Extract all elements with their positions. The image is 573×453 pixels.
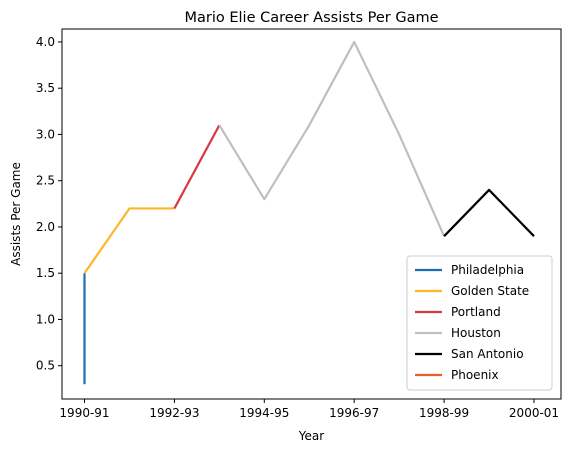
y-axis: 0.5 1.0 1.5 2.0 2.5 3.0 3.5 4.0 (36, 35, 62, 373)
series-lines (83, 40, 535, 385)
y-tick-label: 0.5 (36, 359, 55, 373)
legend-label: Houston (451, 326, 501, 340)
x-tick-label: 2000-01 (509, 406, 559, 420)
chart-title: Mario Elie Career Assists Per Game (184, 10, 438, 26)
legend: Philadelphia Golden State Portland Houston S… (406, 255, 553, 391)
x-axis-label: Year (298, 429, 324, 443)
y-tick-label: 2.5 (36, 174, 55, 188)
x-tick-label: 1990-91 (59, 406, 109, 420)
y-tick-label: 3.0 (36, 127, 55, 141)
x-axis: 1990-91 1992-93 1994-95 1996-97 1998-99 2000-… (59, 399, 559, 420)
y-axis-label: Assists Per Game (9, 162, 23, 266)
x-tick-label: 1998-99 (419, 406, 469, 420)
series-line-golden-state (83, 207, 175, 274)
y-tick-label: 1.5 (36, 266, 55, 280)
legend-box (406, 255, 553, 391)
x-tick-label: 1992-93 (149, 406, 199, 420)
plot-area-frame (61, 28, 562, 400)
legend-label: Philadelphia (451, 263, 524, 277)
legend-label: Phoenix (451, 368, 499, 382)
y-tick-label: 3.5 (36, 81, 55, 95)
x-tick-label: 1994-95 (239, 406, 289, 420)
legend-label: Portland (451, 305, 501, 319)
legend-label: Golden State (451, 284, 529, 298)
series-line-portland (173, 124, 221, 209)
y-tick-label: 1.0 (36, 312, 55, 326)
y-tick-label: 4.0 (36, 35, 55, 49)
y-tick-label: 2.0 (36, 220, 55, 234)
x-tick-label: 1996-97 (329, 406, 379, 420)
legend-label: San Antonio (451, 347, 524, 361)
series-line-san-antonio (443, 188, 535, 237)
series-line-houston (218, 40, 446, 237)
